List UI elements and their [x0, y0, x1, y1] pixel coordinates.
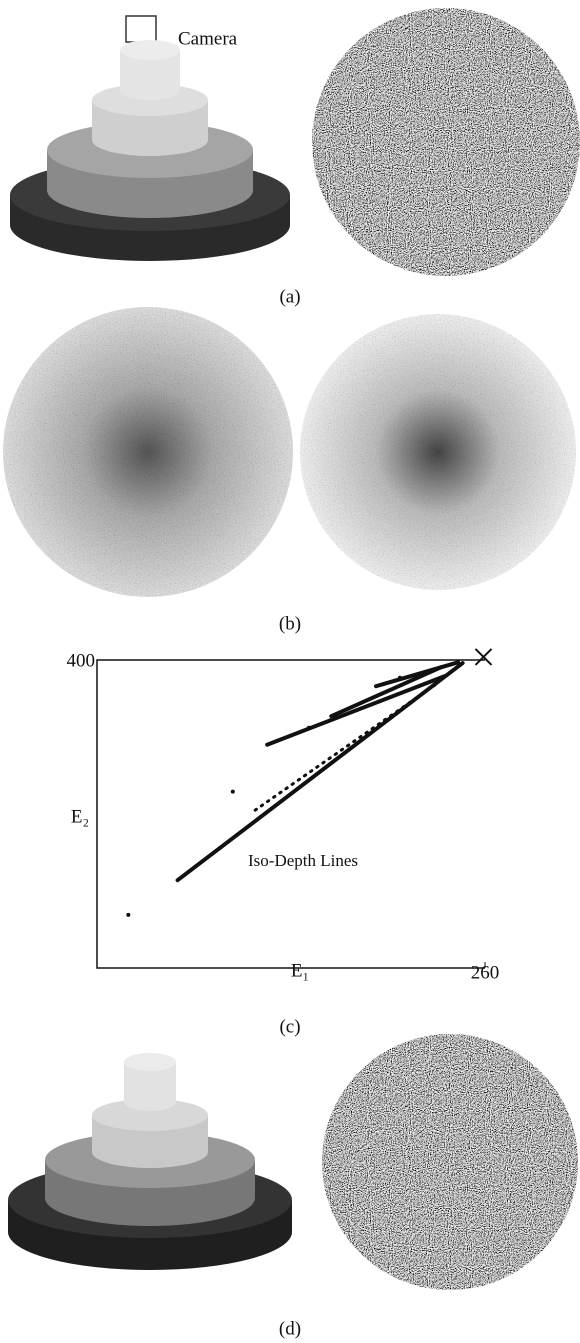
y-axis-label: E₂ [71, 806, 89, 827]
speckle-image [312, 8, 580, 276]
camera-label: Camera [178, 28, 238, 49]
image-grain [300, 314, 576, 590]
caption: (b) [279, 613, 301, 634]
iso-depth-line [374, 660, 461, 689]
plot-frame [96, 659, 485, 969]
iso-depth-line [175, 661, 465, 883]
caption: (c) [279, 1016, 300, 1037]
point [397, 675, 402, 680]
chart: Iso-Depth Lines E₁ E₂ 260 400 [67, 648, 500, 983]
iso-depth-dots [253, 680, 441, 812]
caption: (a) [279, 286, 300, 307]
iso-depth-line [265, 674, 447, 747]
point [126, 912, 131, 917]
object-a [10, 40, 290, 261]
caption: (d) [279, 1318, 301, 1339]
x-tick-label: 260 [471, 962, 500, 983]
image-grain [3, 307, 293, 597]
cross-marker [474, 648, 493, 666]
y-tick-label: 400 [67, 650, 96, 671]
point [306, 725, 311, 730]
point [230, 789, 235, 794]
x-axis-label: E₁ [291, 960, 309, 981]
annotation: Iso-Depth Lines [248, 851, 358, 870]
iso-depth-line [329, 664, 444, 719]
object-d [8, 1053, 292, 1270]
speckle-image [322, 1034, 578, 1290]
